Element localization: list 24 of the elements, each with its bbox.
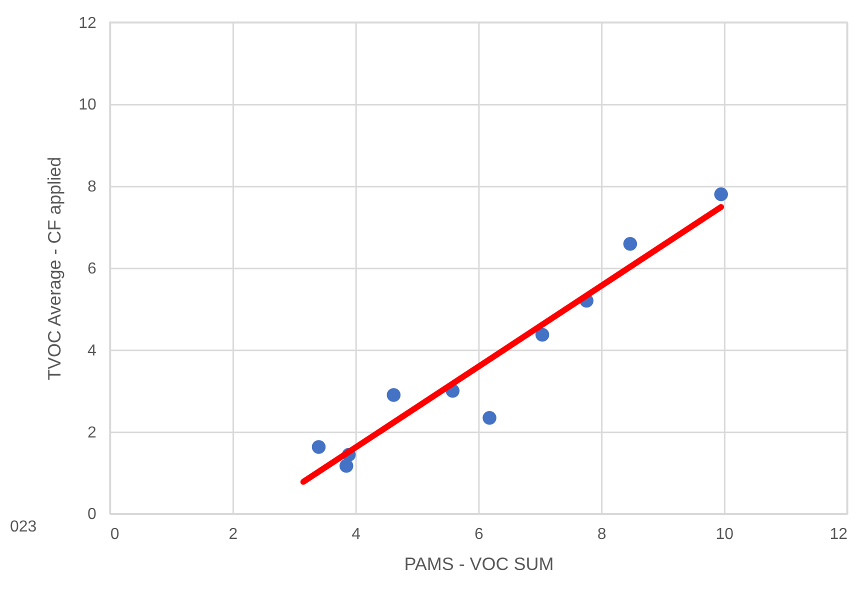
- y-tick-label: 0: [88, 506, 96, 524]
- y-tick-label: 12: [78, 14, 97, 32]
- y-tick-label: 8: [88, 178, 96, 196]
- x-tick-label: 2: [228, 526, 238, 544]
- x-axis-title: PAMS - VOC SUM: [404, 554, 554, 574]
- point: [535, 328, 550, 342]
- point: [339, 458, 354, 473]
- point: [714, 187, 728, 202]
- x-tick-label: 12: [830, 526, 848, 544]
- y-tick-label: 2: [88, 424, 96, 442]
- y-tick-label: 10: [78, 96, 97, 114]
- y-axis-title: TVOC Average - CF applied: [44, 156, 65, 380]
- x-tick-label: 4: [352, 526, 361, 544]
- x-tick-label: 8: [597, 526, 606, 544]
- y-tick-label: 4: [88, 342, 96, 360]
- text: 023: [10, 518, 37, 536]
- point: [386, 388, 401, 402]
- point: [312, 440, 326, 454]
- point: [482, 411, 496, 425]
- y-tick-label: 6: [88, 260, 96, 278]
- x-tick-label: 0: [110, 526, 120, 544]
- x-tick-label: 6: [474, 526, 484, 544]
- x-tick-label: 10: [716, 526, 734, 544]
- point: [623, 236, 638, 251]
